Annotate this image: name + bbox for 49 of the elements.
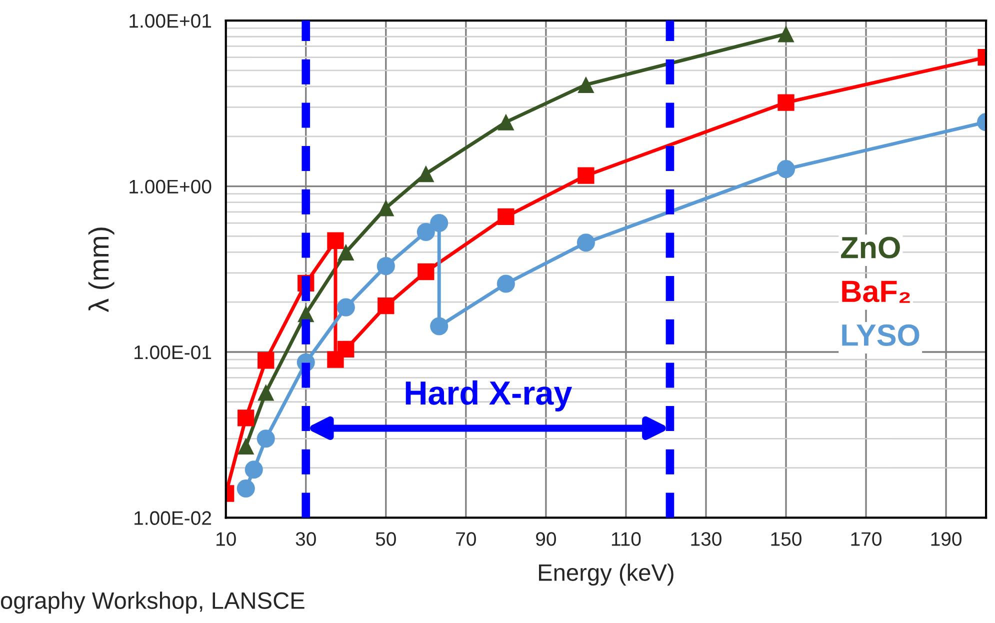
point <box>256 430 275 448</box>
point <box>576 234 595 252</box>
y-tick-label: 1.00E-01 <box>134 345 212 360</box>
point <box>378 200 394 216</box>
point <box>236 480 255 498</box>
point <box>418 165 434 182</box>
x-tick-label: 190 <box>931 532 962 546</box>
point <box>498 208 514 226</box>
point <box>778 26 794 42</box>
x-tick-label: 170 <box>851 532 882 546</box>
x-tick-label: 50 <box>376 532 396 546</box>
point <box>430 214 448 232</box>
point <box>778 94 794 111</box>
x-tick-label: 110 <box>612 532 641 546</box>
point <box>244 460 263 479</box>
point <box>376 257 395 276</box>
x-tick-label: 150 <box>771 532 802 546</box>
point <box>238 410 254 426</box>
point <box>258 352 274 369</box>
point <box>258 384 274 401</box>
x-tick-label: 10 <box>216 532 236 546</box>
point <box>578 76 594 94</box>
x-tick-label: 30 <box>296 532 316 546</box>
x-tick-label: 70 <box>456 532 476 546</box>
point <box>336 298 355 316</box>
x-tick-label: 90 <box>536 532 556 546</box>
point <box>238 438 254 455</box>
point <box>776 160 796 178</box>
annotation: Hard X-ray <box>406 380 572 412</box>
point <box>496 274 515 293</box>
point <box>378 297 394 314</box>
point <box>430 317 448 336</box>
text: ography Workshop, LANSCE <box>0 592 304 614</box>
x-axis-title: Energy (keV) <box>539 564 674 586</box>
text: LYSO <box>842 324 920 346</box>
text: BaF₂ <box>842 280 910 303</box>
point <box>418 263 434 280</box>
x-tick-label: 130 <box>691 532 722 546</box>
point <box>416 222 435 241</box>
point <box>338 340 354 358</box>
y-tick-label: 1.00E+00 <box>130 180 212 194</box>
y-tick-label: 1.00E+01 <box>130 14 212 28</box>
point <box>578 167 594 184</box>
y-axis-title: λ (mm) <box>88 228 114 312</box>
point <box>498 114 514 130</box>
text: ZnO <box>841 236 900 258</box>
point <box>327 232 344 249</box>
point <box>338 244 354 261</box>
y-tick-label: 1.00E-02 <box>134 511 212 525</box>
